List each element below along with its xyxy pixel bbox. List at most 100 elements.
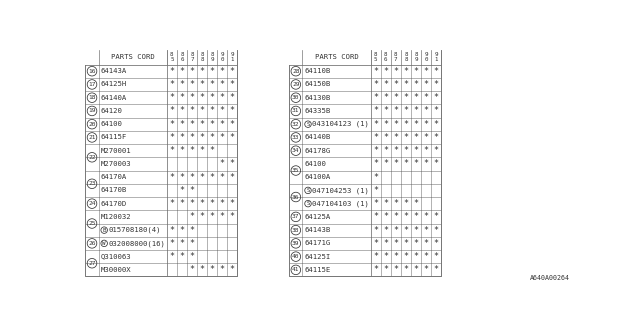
Text: *: * — [434, 133, 438, 142]
Text: *: * — [210, 199, 214, 208]
Text: 29: 29 — [292, 82, 300, 87]
Text: 8: 8 — [384, 52, 387, 57]
Text: 21: 21 — [88, 135, 96, 140]
Text: *: * — [170, 226, 174, 235]
Text: 64125I: 64125I — [305, 254, 331, 260]
Text: *: * — [230, 133, 235, 142]
Text: *: * — [424, 226, 429, 235]
Text: *: * — [394, 80, 398, 89]
Text: *: * — [179, 80, 184, 89]
Text: 64115E: 64115E — [305, 267, 331, 273]
Text: 1: 1 — [435, 57, 438, 62]
Text: *: * — [413, 146, 419, 155]
Text: *: * — [403, 67, 408, 76]
Text: 64120: 64120 — [101, 108, 123, 114]
Text: *: * — [424, 93, 429, 102]
Text: 16: 16 — [88, 69, 96, 74]
Text: 64125H: 64125H — [101, 82, 127, 87]
Text: *: * — [220, 107, 225, 116]
Text: *: * — [403, 252, 408, 261]
Text: 5: 5 — [374, 57, 378, 62]
Text: *: * — [179, 239, 184, 248]
Text: *: * — [189, 80, 195, 89]
Text: *: * — [424, 80, 429, 89]
Text: *: * — [170, 239, 174, 248]
Text: PARTS CORD: PARTS CORD — [111, 54, 155, 60]
Text: 64150B: 64150B — [305, 82, 331, 87]
Text: 64100A: 64100A — [305, 174, 331, 180]
Text: *: * — [403, 120, 408, 129]
Text: *: * — [394, 199, 398, 208]
Text: 19: 19 — [88, 108, 96, 113]
Text: 64171G: 64171G — [305, 240, 331, 246]
Text: *: * — [383, 80, 388, 89]
Text: 64140B: 64140B — [305, 134, 331, 140]
Text: 64100: 64100 — [101, 121, 123, 127]
Text: *: * — [383, 199, 388, 208]
Text: *: * — [189, 199, 195, 208]
Text: 23: 23 — [88, 181, 96, 186]
Text: 64170B: 64170B — [101, 188, 127, 193]
Text: *: * — [189, 146, 195, 155]
Text: *: * — [179, 146, 184, 155]
Text: *: * — [210, 146, 214, 155]
Text: *: * — [189, 93, 195, 102]
Text: 8: 8 — [200, 57, 204, 62]
Text: *: * — [210, 67, 214, 76]
Text: *: * — [200, 173, 205, 182]
Text: *: * — [394, 239, 398, 248]
Text: 8: 8 — [414, 52, 418, 57]
Text: *: * — [383, 159, 388, 168]
Text: *: * — [413, 212, 419, 221]
Text: M30000X: M30000X — [101, 267, 132, 273]
Text: *: * — [220, 67, 225, 76]
Text: *: * — [230, 199, 235, 208]
Text: *: * — [189, 265, 195, 274]
Text: 38: 38 — [292, 228, 300, 233]
Text: *: * — [403, 159, 408, 168]
Text: 39: 39 — [292, 241, 300, 246]
Text: Q310063: Q310063 — [101, 254, 132, 260]
Text: *: * — [170, 173, 174, 182]
Text: *: * — [189, 133, 195, 142]
Text: *: * — [434, 159, 438, 168]
Bar — [85, 50, 237, 65]
Text: 64130B: 64130B — [305, 95, 331, 101]
Text: 34: 34 — [292, 148, 300, 153]
Text: *: * — [373, 212, 378, 221]
Text: 30: 30 — [292, 95, 300, 100]
Text: B: B — [102, 228, 106, 233]
Text: 0: 0 — [424, 57, 428, 62]
Text: 64143B: 64143B — [305, 227, 331, 233]
Text: 9: 9 — [230, 52, 234, 57]
Text: *: * — [170, 252, 174, 261]
Text: 047104103 (1): 047104103 (1) — [312, 200, 369, 207]
Text: *: * — [179, 252, 184, 261]
Text: *: * — [200, 67, 205, 76]
Text: 8: 8 — [170, 52, 173, 57]
Text: *: * — [230, 80, 235, 89]
Text: 64170A: 64170A — [101, 174, 127, 180]
Text: *: * — [434, 239, 438, 248]
Text: 015708180(4): 015708180(4) — [108, 227, 161, 233]
Text: *: * — [434, 120, 438, 129]
Text: 32: 32 — [292, 122, 300, 127]
Text: 9: 9 — [435, 52, 438, 57]
Text: *: * — [170, 67, 174, 76]
Text: 8: 8 — [404, 52, 408, 57]
Text: *: * — [413, 80, 419, 89]
Text: *: * — [179, 186, 184, 195]
Text: *: * — [230, 93, 235, 102]
Text: 8: 8 — [200, 52, 204, 57]
Text: *: * — [434, 252, 438, 261]
Text: *: * — [424, 265, 429, 274]
Text: 7: 7 — [190, 57, 194, 62]
Text: *: * — [413, 199, 419, 208]
Text: *: * — [220, 93, 225, 102]
Text: *: * — [434, 146, 438, 155]
Text: *: * — [403, 226, 408, 235]
Text: *: * — [179, 173, 184, 182]
Text: *: * — [434, 226, 438, 235]
Text: *: * — [413, 239, 419, 248]
Text: *: * — [189, 173, 195, 182]
